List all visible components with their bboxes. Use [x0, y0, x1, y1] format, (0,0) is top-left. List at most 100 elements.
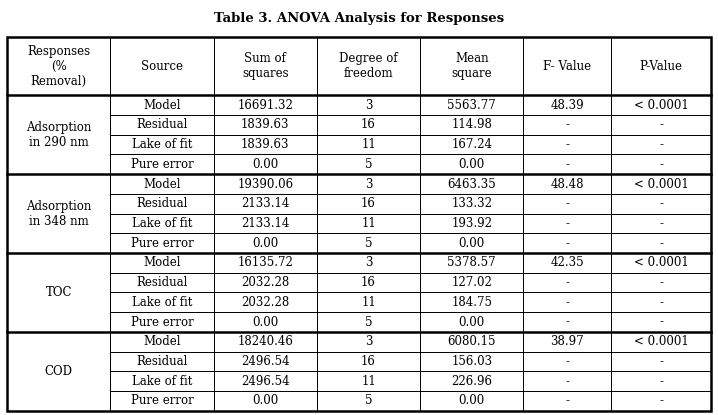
Bar — [214, 391, 317, 411]
Text: Adsorption
in 348 nm: Adsorption in 348 nm — [26, 200, 91, 227]
Text: -: - — [565, 375, 569, 388]
Text: 127.02: 127.02 — [452, 276, 493, 289]
Bar — [317, 273, 420, 293]
Bar — [420, 135, 523, 154]
Bar — [612, 273, 711, 293]
Bar — [111, 135, 214, 154]
Bar — [111, 312, 214, 332]
Bar — [612, 135, 711, 154]
Text: Pure error: Pure error — [131, 158, 193, 171]
Bar — [111, 391, 214, 411]
Text: -: - — [659, 118, 663, 131]
Text: < 0.0001: < 0.0001 — [634, 178, 689, 190]
Bar — [111, 293, 214, 312]
Bar — [317, 194, 420, 214]
Text: 0.00: 0.00 — [252, 395, 279, 408]
Text: Source: Source — [141, 60, 183, 73]
Bar — [214, 194, 317, 214]
Bar — [111, 233, 214, 253]
Text: 16: 16 — [361, 197, 376, 210]
Bar — [612, 391, 711, 411]
Bar — [420, 95, 523, 115]
Text: 5: 5 — [365, 158, 373, 171]
Bar — [111, 371, 214, 391]
Bar — [214, 154, 317, 174]
Text: 16: 16 — [361, 118, 376, 131]
Bar — [317, 37, 420, 95]
Text: 11: 11 — [361, 296, 376, 309]
Text: -: - — [659, 276, 663, 289]
Bar — [420, 352, 523, 371]
Bar — [420, 371, 523, 391]
Text: 6463.35: 6463.35 — [447, 178, 496, 190]
Bar — [317, 154, 420, 174]
Bar — [7, 37, 111, 95]
Text: 0.00: 0.00 — [459, 237, 485, 250]
Text: 16: 16 — [361, 276, 376, 289]
Text: -: - — [565, 217, 569, 230]
Text: Residual: Residual — [136, 118, 187, 131]
Text: 11: 11 — [361, 138, 376, 151]
Text: -: - — [565, 237, 569, 250]
Text: 48.48: 48.48 — [551, 178, 584, 190]
Text: Lake of fit: Lake of fit — [132, 296, 192, 309]
Text: -: - — [565, 296, 569, 309]
Text: -: - — [565, 118, 569, 131]
Text: 2032.28: 2032.28 — [241, 296, 289, 309]
Bar — [612, 154, 711, 174]
Bar — [523, 371, 612, 391]
Bar — [214, 233, 317, 253]
Text: Pure error: Pure error — [131, 315, 193, 329]
Text: -: - — [659, 375, 663, 388]
Bar — [612, 371, 711, 391]
Text: 16135.72: 16135.72 — [238, 256, 293, 269]
Bar — [612, 233, 711, 253]
Bar — [111, 37, 214, 95]
Text: COD: COD — [45, 365, 73, 378]
Bar — [317, 391, 420, 411]
Text: Lake of fit: Lake of fit — [132, 138, 192, 151]
Text: 0.00: 0.00 — [252, 158, 279, 171]
Text: 193.92: 193.92 — [452, 217, 493, 230]
Bar — [523, 174, 612, 194]
Bar — [523, 214, 612, 233]
Text: Pure error: Pure error — [131, 395, 193, 408]
Bar — [612, 214, 711, 233]
Bar — [523, 391, 612, 411]
Bar — [523, 273, 612, 293]
Bar — [214, 293, 317, 312]
Bar — [317, 214, 420, 233]
Bar — [214, 253, 317, 273]
Bar — [523, 312, 612, 332]
Bar — [523, 194, 612, 214]
Text: 1839.63: 1839.63 — [241, 138, 289, 151]
Bar — [214, 312, 317, 332]
Text: 0.00: 0.00 — [252, 237, 279, 250]
Text: 0.00: 0.00 — [459, 395, 485, 408]
Text: -: - — [565, 315, 569, 329]
Text: Residual: Residual — [136, 355, 187, 368]
Bar — [523, 293, 612, 312]
Text: F- Value: F- Value — [544, 60, 592, 73]
Bar — [612, 95, 711, 115]
Text: Residual: Residual — [136, 276, 187, 289]
Bar — [111, 154, 214, 174]
Text: 19390.06: 19390.06 — [237, 178, 294, 190]
Bar — [420, 214, 523, 233]
Text: 18240.46: 18240.46 — [238, 335, 293, 348]
Bar — [111, 214, 214, 233]
Bar — [523, 352, 612, 371]
Bar — [612, 293, 711, 312]
Text: Mean
square: Mean square — [452, 52, 492, 80]
Text: 16: 16 — [361, 355, 376, 368]
Text: -: - — [659, 395, 663, 408]
Text: 0.00: 0.00 — [459, 315, 485, 329]
Bar — [523, 115, 612, 135]
Bar — [214, 371, 317, 391]
Text: < 0.0001: < 0.0001 — [634, 256, 689, 269]
Text: 5563.77: 5563.77 — [447, 99, 496, 112]
Text: -: - — [565, 395, 569, 408]
Text: < 0.0001: < 0.0001 — [634, 335, 689, 348]
Bar — [214, 115, 317, 135]
Text: P-Value: P-Value — [640, 60, 683, 73]
